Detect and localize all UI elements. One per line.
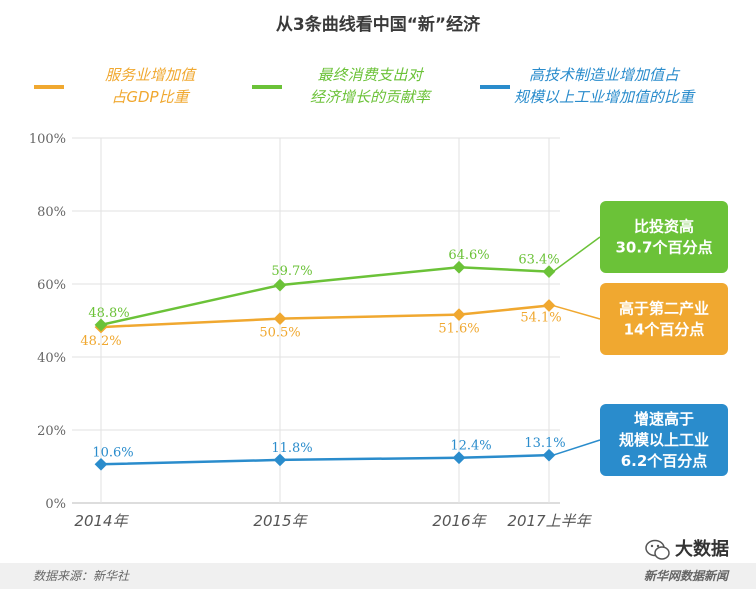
footer-bar bbox=[0, 563, 756, 589]
y-tick-label: 0% bbox=[45, 497, 66, 512]
series-group: 48.2% 50.5% 51.6% 54.1% 48.8% 59.7% 64.6% 63.4%… bbox=[80, 248, 566, 471]
data-label: 64.6% bbox=[448, 248, 489, 263]
series-line bbox=[100, 304, 550, 329]
callout-connector bbox=[552, 236, 601, 273]
legend-label: 占GDP比重 bbox=[111, 88, 190, 106]
brand-name: 大数据 bbox=[675, 538, 729, 560]
data-point bbox=[273, 312, 287, 326]
source-note: 数据来源：新华社 bbox=[33, 569, 130, 583]
wechat-icon bbox=[645, 539, 670, 560]
data-point bbox=[94, 318, 108, 332]
data-label: 59.7% bbox=[271, 264, 312, 279]
y-tick-label: 80% bbox=[37, 205, 66, 220]
series-line bbox=[100, 265, 550, 327]
callout-connector bbox=[552, 304, 601, 320]
legend-label: 规模以上工业增加值的比重 bbox=[514, 88, 696, 106]
data-label: 11.8% bbox=[271, 441, 312, 456]
chart-title: 从3条曲线看中国“新”经济 bbox=[276, 14, 481, 35]
data-point bbox=[94, 457, 108, 471]
callout-text: 高于第二产业 bbox=[619, 300, 709, 318]
data-point bbox=[273, 278, 287, 292]
callout-text: 14个百分点 bbox=[624, 321, 705, 339]
x-tick-label: 2017上半年 bbox=[507, 512, 592, 530]
callout-text: 规模以上工业 bbox=[619, 431, 709, 449]
data-label: 48.8% bbox=[88, 306, 129, 321]
data-point bbox=[452, 260, 466, 274]
data-label: 10.6% bbox=[92, 445, 133, 460]
callout-text: 增速高于 bbox=[634, 410, 694, 428]
callout-box bbox=[600, 201, 728, 273]
series-line bbox=[100, 453, 550, 466]
callout-text: 6.2个百分点 bbox=[621, 452, 708, 470]
grid bbox=[72, 137, 560, 504]
data-label: 50.5% bbox=[259, 326, 300, 341]
y-tick-label: 100% bbox=[29, 132, 66, 147]
data-label: 12.4% bbox=[450, 439, 491, 454]
data-point bbox=[452, 451, 466, 465]
callout-connector bbox=[552, 439, 601, 456]
data-label: 13.1% bbox=[524, 436, 565, 451]
data-label: 63.4% bbox=[518, 253, 559, 268]
data-label: 54.1% bbox=[520, 311, 561, 326]
y-axis: 0% 20% 40% 60% 80% 100% bbox=[29, 132, 66, 512]
data-point bbox=[273, 453, 287, 467]
x-tick-label: 2014年 bbox=[74, 512, 129, 530]
x-tick-label: 2015年 bbox=[253, 512, 308, 530]
data-point bbox=[452, 308, 466, 322]
legend-label: 经济增长的贡献率 bbox=[310, 88, 432, 106]
x-axis: 2014年 2015年 2016年 2017上半年 bbox=[74, 512, 592, 530]
y-tick-label: 60% bbox=[37, 278, 66, 293]
legend-label: 高技术制造业增加值占 bbox=[529, 66, 681, 84]
y-tick-label: 20% bbox=[37, 424, 66, 439]
legend-label: 服务业增加值 bbox=[105, 66, 197, 84]
x-tick-label: 2016年 bbox=[432, 512, 487, 530]
data-label: 51.6% bbox=[438, 322, 479, 337]
callout-box bbox=[600, 404, 728, 476]
data-label: 48.2% bbox=[80, 334, 121, 349]
callout-text: 比投资高 bbox=[634, 218, 694, 236]
callout-box bbox=[600, 283, 728, 355]
y-tick-label: 40% bbox=[37, 351, 66, 366]
legend-label: 最终消费支出对 bbox=[317, 66, 424, 84]
publisher: 新华网数据新闻 bbox=[644, 569, 730, 583]
callout-text: 30.7个百分点 bbox=[615, 239, 712, 257]
